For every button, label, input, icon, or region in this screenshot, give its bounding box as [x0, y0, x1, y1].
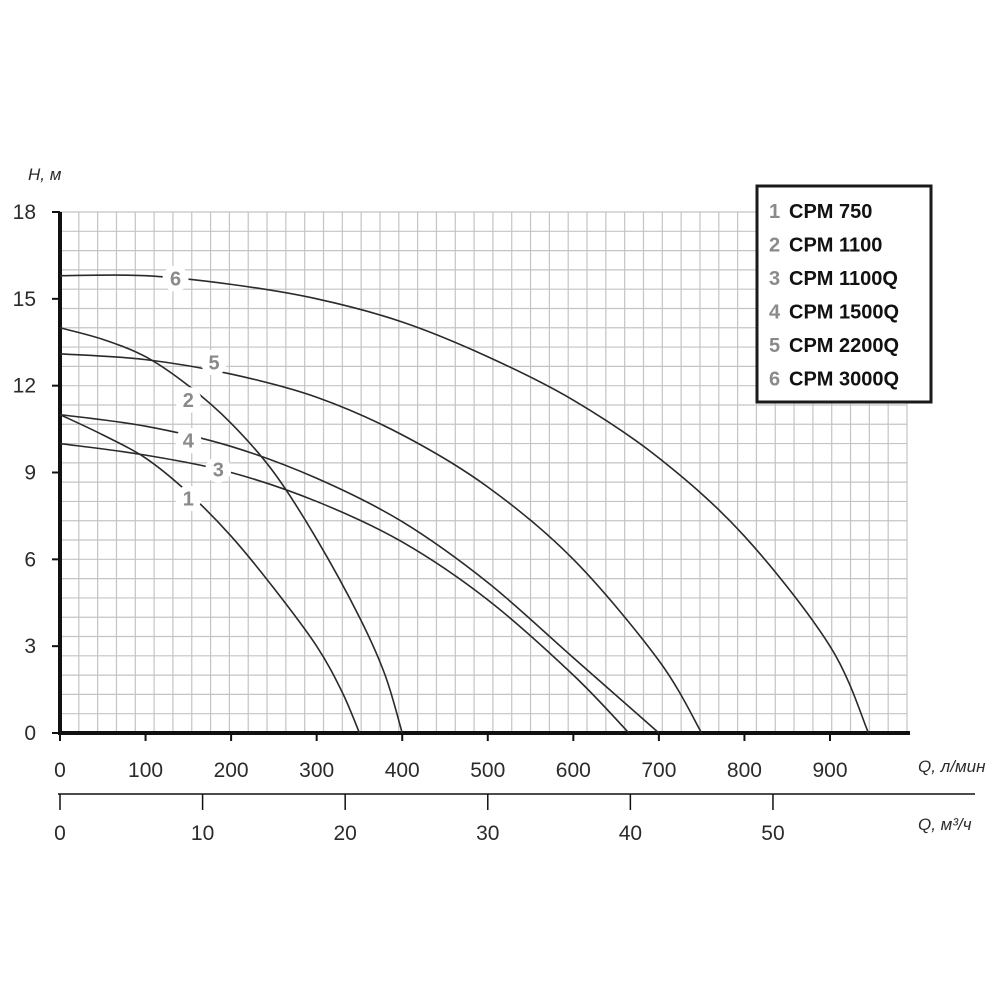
y-tick-label: 3 [24, 635, 36, 658]
legend-series-name: CPM 1100 [789, 235, 882, 257]
y-axis-label: H, м [28, 165, 62, 184]
curve-1 [59, 413, 361, 734]
x2-tick-label: 40 [619, 822, 642, 845]
x-tick-label: 700 [641, 759, 676, 782]
x-tick-label: 0 [54, 759, 66, 782]
curve-5 [59, 353, 703, 734]
curve-label-halo [175, 387, 202, 414]
legend-number: 1 [769, 201, 780, 223]
legend-series-name: CPM 1500Q [789, 302, 899, 324]
legend-number: 4 [769, 302, 781, 324]
legend-series-name: CPM 1100Q [789, 268, 898, 290]
legend-number: 5 [769, 335, 780, 357]
legend-series-name: CPM 750 [789, 201, 872, 223]
curve-label-4: 4 [183, 431, 195, 453]
x2-axis-label: Q, м³/ч [918, 815, 972, 834]
x2-tick-label: 50 [761, 822, 784, 845]
curve-label-5: 5 [208, 353, 219, 375]
curve-6 [59, 274, 870, 734]
legend-number: 2 [769, 235, 780, 257]
x2-tick-label: 0 [54, 822, 66, 845]
curve-4 [59, 413, 660, 734]
curves [59, 274, 870, 734]
legend-series-name: CPM 2200Q [789, 335, 899, 357]
x-tick-label: 400 [385, 759, 420, 782]
curve-label-2: 2 [183, 390, 194, 412]
x-tick-label: 500 [470, 759, 505, 782]
y-tick-label: 6 [24, 548, 36, 571]
curve-label-6: 6 [170, 269, 181, 291]
curve-3 [59, 442, 630, 734]
curve-label-1: 1 [183, 489, 194, 511]
x-tick-label: 800 [727, 759, 762, 782]
y-tick-label: 9 [24, 462, 36, 485]
legend-box [755, 184, 933, 404]
legend-items: 1 CPM 750 2 CPM 1100 3 CPM 1100Q 4 CPM 1500Q 5 CP… [769, 201, 899, 391]
x2-tick-label: 30 [476, 822, 499, 845]
x-tick-label: 900 [812, 759, 847, 782]
curve-labels: 1 2 34 5 6 [162, 265, 232, 512]
x2-tick-label: 20 [334, 822, 357, 845]
y-tick-label: 0 [24, 722, 36, 745]
legend: 1 CPM 750 2 CPM 1100 3 CPM 1100Q 4 CPM 1500Q 5 CP… [755, 184, 933, 404]
curve-label-3: 3 [213, 460, 224, 482]
legend-number: 3 [769, 268, 780, 290]
x-tick-label: 300 [299, 759, 334, 782]
curve-label-halo [162, 265, 189, 292]
curve-label-halo [175, 485, 202, 512]
legend-series-name: CPM 3000Q [789, 369, 899, 391]
y-tick-label: 15 [13, 288, 36, 311]
y-tick-label: 12 [13, 375, 36, 398]
legend-number: 6 [769, 369, 780, 391]
curve-label-halo [201, 349, 227, 376]
y-tick-label: 18 [13, 201, 36, 224]
x-tick-label: 100 [128, 759, 163, 782]
curve-2 [59, 327, 403, 734]
curve-label-halo [205, 456, 232, 483]
x-axis-label: Q, л/мин [918, 757, 986, 776]
x-tick-label: 200 [214, 759, 249, 782]
x-tick-label: 600 [556, 759, 591, 782]
curve-label-halo [175, 427, 202, 454]
x2-tick-label: 10 [191, 822, 214, 845]
